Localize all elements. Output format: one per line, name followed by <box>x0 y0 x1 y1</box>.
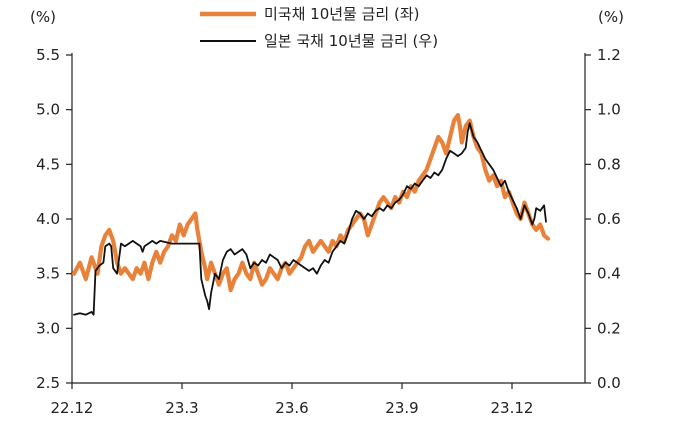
series-layer <box>71 113 551 316</box>
right-tick-label: 1.2 <box>597 46 621 64</box>
left-tick-label: 5.0 <box>36 101 60 119</box>
right-axis-ticks: 0.0 0.2 0.4 0.6 0.8 1.0 1.2 <box>585 46 621 392</box>
right-tick-label: 1.0 <box>597 101 621 119</box>
series-line-us-10y <box>71 113 551 293</box>
left-axis-unit: (%) <box>30 8 56 26</box>
x-tick-label: 22.12 <box>51 399 94 417</box>
right-tick-label: 0.2 <box>597 319 621 337</box>
left-tick-label: 4.5 <box>36 155 60 173</box>
legend: 미국채 10년물 금리 (좌) 일본 국채 10년물 금리 (우) <box>200 5 438 50</box>
right-tick-label: 0.0 <box>597 374 621 392</box>
left-tick-label: 5.5 <box>36 46 60 64</box>
right-tick-label: 0.6 <box>597 210 621 228</box>
legend-label-jp-10y: 일본 국채 10년물 금리 (우) <box>264 32 438 50</box>
series-line-jp-10y <box>73 122 547 316</box>
x-axis-ticks: 22.12 23.3 23.6 23.9 23.12 <box>51 383 534 417</box>
x-tick-label: 23.6 <box>275 399 308 417</box>
left-tick-label: 3.0 <box>36 319 60 337</box>
left-axis-ticks: 2.5 3.0 3.5 4.0 4.5 5.0 5.5 <box>36 46 72 392</box>
right-tick-label: 0.8 <box>597 155 621 173</box>
x-tick-label: 23.9 <box>385 399 418 417</box>
left-tick-label: 3.5 <box>36 265 60 283</box>
left-tick-label: 2.5 <box>36 374 60 392</box>
legend-label-us-10y: 미국채 10년물 금리 (좌) <box>264 5 420 23</box>
x-tick-label: 23.12 <box>491 399 534 417</box>
x-tick-label: 23.3 <box>165 399 198 417</box>
left-tick-label: 4.0 <box>36 210 60 228</box>
right-tick-label: 0.4 <box>597 265 621 283</box>
right-axis-unit: (%) <box>598 8 624 26</box>
